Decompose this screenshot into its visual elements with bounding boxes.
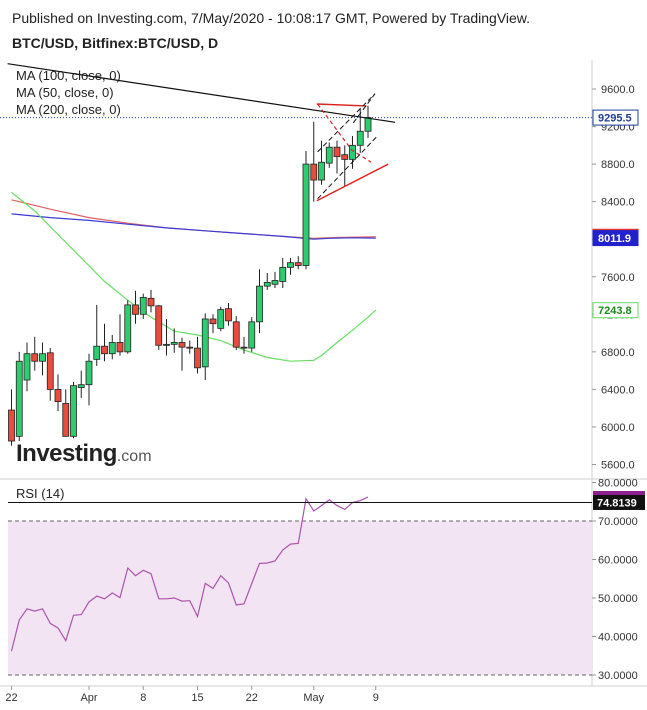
candle-body	[248, 321, 256, 349]
channel-lower-line	[317, 136, 377, 200]
candle-body	[209, 318, 217, 325]
rsi-legend: RSI (14)	[16, 486, 65, 501]
candle-body	[294, 262, 302, 266]
time-tick-label: 8	[140, 692, 146, 704]
rsi-band	[8, 521, 592, 675]
last-price-tag	[592, 109, 639, 126]
time-tick-label: 22	[5, 692, 17, 704]
candle-body	[31, 353, 39, 362]
candle-body	[333, 146, 341, 157]
rsi-tick-label: 50.0000	[598, 593, 638, 605]
time-tick-label: 15	[191, 692, 203, 704]
chart-symbol: BTC/USD, Bitfinex:BTC/USD, D	[12, 35, 219, 51]
rsi-tick-label: 70.0000	[598, 516, 638, 528]
candle-body	[186, 346, 194, 349]
candle-body	[93, 345, 101, 360]
candle-body	[170, 342, 178, 345]
time-tick-label: 9	[373, 692, 379, 704]
candle-body	[70, 385, 77, 437]
price-tick-label: 5600.0	[601, 460, 635, 472]
ma100-price-tag-label: 8011.9	[598, 233, 631, 245]
price-tick-label: 6800.0	[601, 347, 635, 359]
price-tick-label: 6000.0	[601, 422, 635, 434]
candle-body	[54, 388, 62, 403]
candle-body	[155, 305, 163, 346]
candle-body	[194, 347, 201, 369]
candle-body	[39, 353, 46, 362]
time-tick-label: Apr	[80, 692, 97, 704]
candle-body	[341, 154, 349, 160]
ma200-legend: MA (200, close, 0)	[16, 102, 121, 117]
ma50-legend: MA (50, close, 0)	[16, 85, 114, 100]
candle-body	[62, 403, 70, 437]
logo-wordmark: Investing	[16, 440, 117, 467]
published-caption: Published on Investing.com, 7/May/2020 -…	[12, 10, 531, 26]
candle-body	[124, 304, 132, 353]
candle-body	[325, 146, 333, 164]
logo-suffix: .com	[116, 448, 152, 465]
resistance-trendline	[7, 63, 396, 123]
ma100-price-tag	[592, 230, 639, 247]
candle-body	[287, 262, 294, 268]
candle-body	[217, 309, 225, 329]
time-tick-label: 22	[246, 692, 258, 704]
investing-logo: Investing.com	[16, 440, 152, 468]
candle-body	[364, 117, 372, 132]
price-tick-label: 7600.0	[601, 272, 635, 284]
candle-body	[201, 318, 209, 368]
candle-body	[132, 304, 139, 315]
last-price-tag-label: 9295.5	[598, 113, 632, 125]
pennant-bottom-line	[316, 163, 389, 202]
candle-body	[163, 343, 170, 346]
candle-body	[256, 285, 263, 323]
candle-body	[139, 297, 147, 315]
candle-body	[178, 342, 186, 348]
candle-body	[15, 360, 23, 437]
rsi-reference-tag	[593, 494, 645, 510]
price-tick-label: 8400.0	[601, 197, 635, 209]
ma50-line	[11, 191, 377, 362]
candle-body	[310, 163, 318, 181]
pennant-top-line	[316, 103, 367, 107]
rsi-tick-label: 30.0000	[598, 670, 638, 682]
candle-body	[263, 281, 271, 287]
candle-body	[349, 144, 356, 160]
candle-body	[8, 409, 15, 442]
candle-body	[279, 266, 287, 282]
candle-body	[77, 384, 85, 388]
candle-body	[85, 360, 93, 386]
candle-body	[116, 342, 124, 353]
ma100-line	[11, 213, 376, 240]
rsi-tick-label: 40.0000	[598, 632, 638, 644]
candle-body	[240, 346, 248, 349]
candle-body	[23, 353, 31, 381]
ma100-legend: MA (100, close, 0)	[16, 68, 121, 83]
candle-body	[271, 280, 279, 285]
candle-body	[356, 130, 364, 146]
ma50-price-tag-label: 7243.8	[598, 305, 632, 317]
channel-right-line	[352, 93, 376, 124]
candle-body	[46, 352, 54, 390]
price-tick-label: 6400.0	[601, 384, 635, 396]
pennant-mid-line	[317, 103, 372, 163]
channel-upper-line	[317, 93, 376, 153]
price-tick-label: 9600.0	[601, 84, 635, 96]
ma50-price-tag	[592, 302, 639, 319]
time-tick-label: May	[303, 692, 324, 704]
rsi-reference-tag-label: 74.8139	[597, 497, 637, 509]
rsi-tick-label: 60.0000	[598, 555, 638, 567]
price-tick-label: 8800.0	[601, 159, 635, 171]
candle-body	[147, 297, 155, 307]
candle-body	[108, 342, 116, 355]
candle-body	[318, 161, 325, 181]
candle-body	[302, 163, 310, 266]
candle-body	[232, 321, 240, 348]
candle-body	[225, 308, 232, 322]
candle-body	[101, 345, 108, 355]
rsi-tick-label: 80.0000	[598, 478, 638, 490]
